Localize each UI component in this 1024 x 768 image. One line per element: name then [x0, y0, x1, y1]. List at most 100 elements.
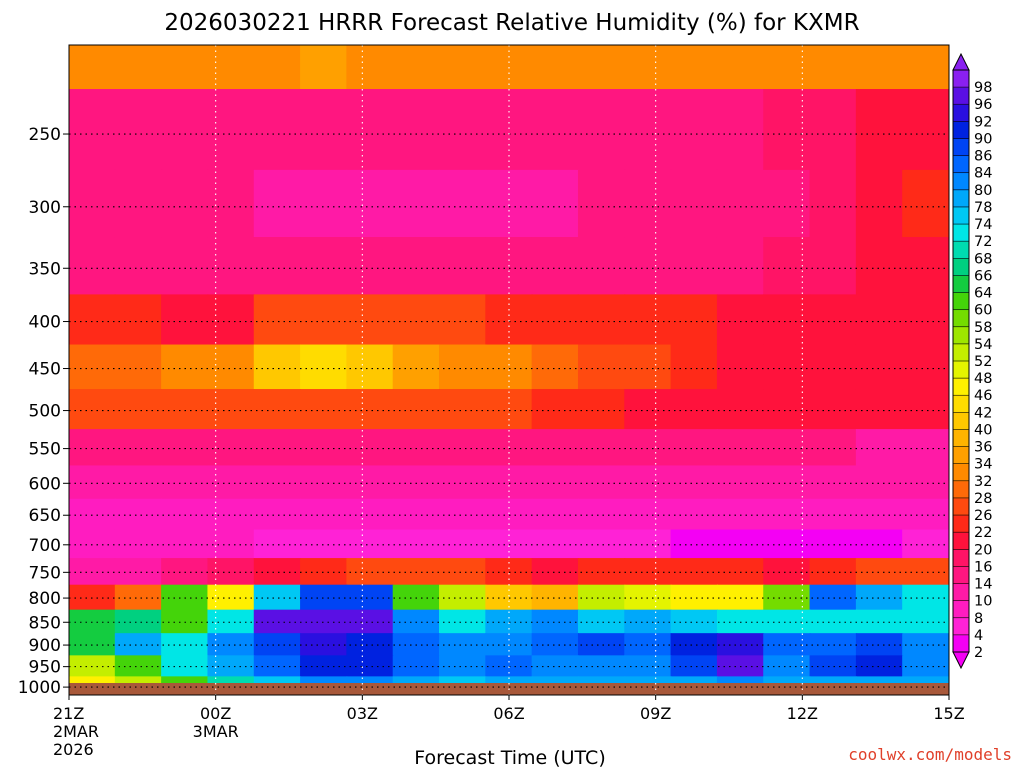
heatmap-cell	[670, 389, 718, 431]
heatmap-cell	[670, 465, 718, 500]
heatmap-cell	[855, 558, 904, 586]
heatmap-cell	[809, 609, 857, 635]
colorbar-swatch	[953, 515, 969, 533]
heatmap-cell	[300, 45, 348, 91]
colorbar-label: 26	[974, 508, 992, 524]
heatmap-cell	[300, 429, 348, 467]
y-tick-label: 400	[29, 313, 61, 333]
colorbar-swatch	[953, 292, 969, 311]
heatmap-cell	[300, 558, 348, 586]
heatmap-cell	[69, 89, 116, 171]
colorbar-swatch	[953, 480, 969, 499]
y-tick-label: 800	[29, 589, 61, 609]
chart-title: 2026030221 HRRR Forecast Relative Humidi…	[164, 10, 859, 36]
heatmap-cell	[114, 389, 163, 431]
heatmap-cell	[346, 584, 394, 611]
heatmap-cell	[902, 389, 949, 431]
heatmap-cell	[577, 169, 626, 239]
heatmap-cell	[577, 584, 626, 611]
x-tick-label: 06Z	[493, 704, 524, 723]
heatmap-cell	[114, 633, 163, 657]
heatmap-cell	[902, 529, 949, 560]
heatmap-cell	[531, 558, 579, 586]
heatmap-cell	[855, 169, 904, 239]
heatmap-cell	[485, 465, 533, 500]
heatmap-cell	[716, 45, 765, 91]
colorbar-label: 42	[974, 405, 992, 421]
heatmap-cell	[716, 389, 765, 431]
heatmap-cell	[114, 237, 163, 296]
heatmap-cell	[855, 655, 904, 678]
heatmap-cell	[439, 465, 487, 500]
colorbar-swatch	[953, 206, 969, 225]
heatmap-cell	[855, 633, 904, 657]
heatmap-cell	[346, 237, 394, 296]
heatmap-cell	[114, 89, 163, 171]
y-tick-label: 500	[29, 402, 61, 422]
heatmap-cell	[346, 529, 394, 560]
heatmap-cell	[207, 609, 255, 635]
heatmap-cell	[253, 498, 302, 531]
heatmap-cell	[902, 633, 949, 657]
heatmap-cell	[531, 89, 579, 171]
heatmap-cell	[855, 584, 904, 611]
colorbar-swatch	[953, 463, 969, 482]
heatmap-cell	[346, 558, 394, 586]
heatmap-cell	[577, 45, 626, 91]
heatmap-cell	[207, 45, 255, 91]
y-tick-label: 900	[29, 636, 61, 656]
heatmap-cell	[114, 344, 163, 391]
heatmap-cell	[716, 429, 765, 467]
colorbar-swatch	[953, 87, 969, 105]
heatmap-cell	[763, 655, 811, 678]
heatmap-cell	[577, 558, 626, 586]
heatmap-cell	[69, 465, 116, 500]
colorbar-label: 2	[974, 645, 983, 661]
heatmap-cell	[161, 389, 209, 431]
colorbar-label: 28	[974, 491, 992, 507]
heatmap-cell	[300, 655, 348, 678]
heatmap-cell	[207, 558, 255, 586]
heatmap-cell	[624, 237, 672, 296]
heatmap-cell	[763, 45, 811, 91]
heatmap-cell	[531, 529, 579, 560]
heatmap-cell	[670, 344, 718, 391]
heatmap-cell	[439, 633, 487, 657]
heatmap-cell	[253, 465, 302, 500]
colorbar-label: 8	[974, 611, 983, 627]
heatmap-cell	[161, 465, 209, 500]
colorbar-swatch	[953, 189, 969, 208]
heatmap-cell	[902, 655, 949, 678]
heatmap-cell	[346, 633, 394, 657]
heatmap-cell	[161, 294, 209, 346]
heatmap-cell	[346, 655, 394, 678]
colorbar-swatch	[953, 600, 969, 619]
heatmap-cell	[114, 498, 163, 531]
heatmap-cell	[253, 294, 302, 346]
heatmap-cell	[670, 294, 718, 346]
heatmap-cell	[809, 169, 857, 239]
heatmap-cell	[670, 655, 718, 678]
heatmap-cell	[346, 609, 394, 635]
heatmap-cell	[902, 344, 949, 391]
heatmap-cell	[439, 237, 487, 296]
colorbar: 2481014162022262832343640424648525458606…	[952, 52, 992, 670]
colorbar-label: 86	[974, 149, 992, 165]
y-tick-label: 300	[29, 198, 61, 218]
heatmap-cell	[577, 633, 626, 657]
heatmap-cell	[439, 89, 487, 171]
heatmap-cell	[207, 655, 255, 678]
heatmap-cell	[207, 344, 255, 391]
heatmap-cell	[809, 558, 857, 586]
colorbar-swatch	[953, 378, 969, 396]
heatmap-cell	[902, 609, 949, 635]
colorbar-label: 34	[974, 457, 992, 473]
heatmap-cell	[300, 609, 348, 635]
colorbar-label: 54	[974, 337, 992, 353]
heatmap-cell	[670, 169, 718, 239]
x-tick-label: 12Z	[787, 704, 818, 723]
colorbar-swatch	[953, 497, 969, 516]
heatmap-cell	[716, 237, 765, 296]
heatmap-cell	[253, 558, 302, 586]
